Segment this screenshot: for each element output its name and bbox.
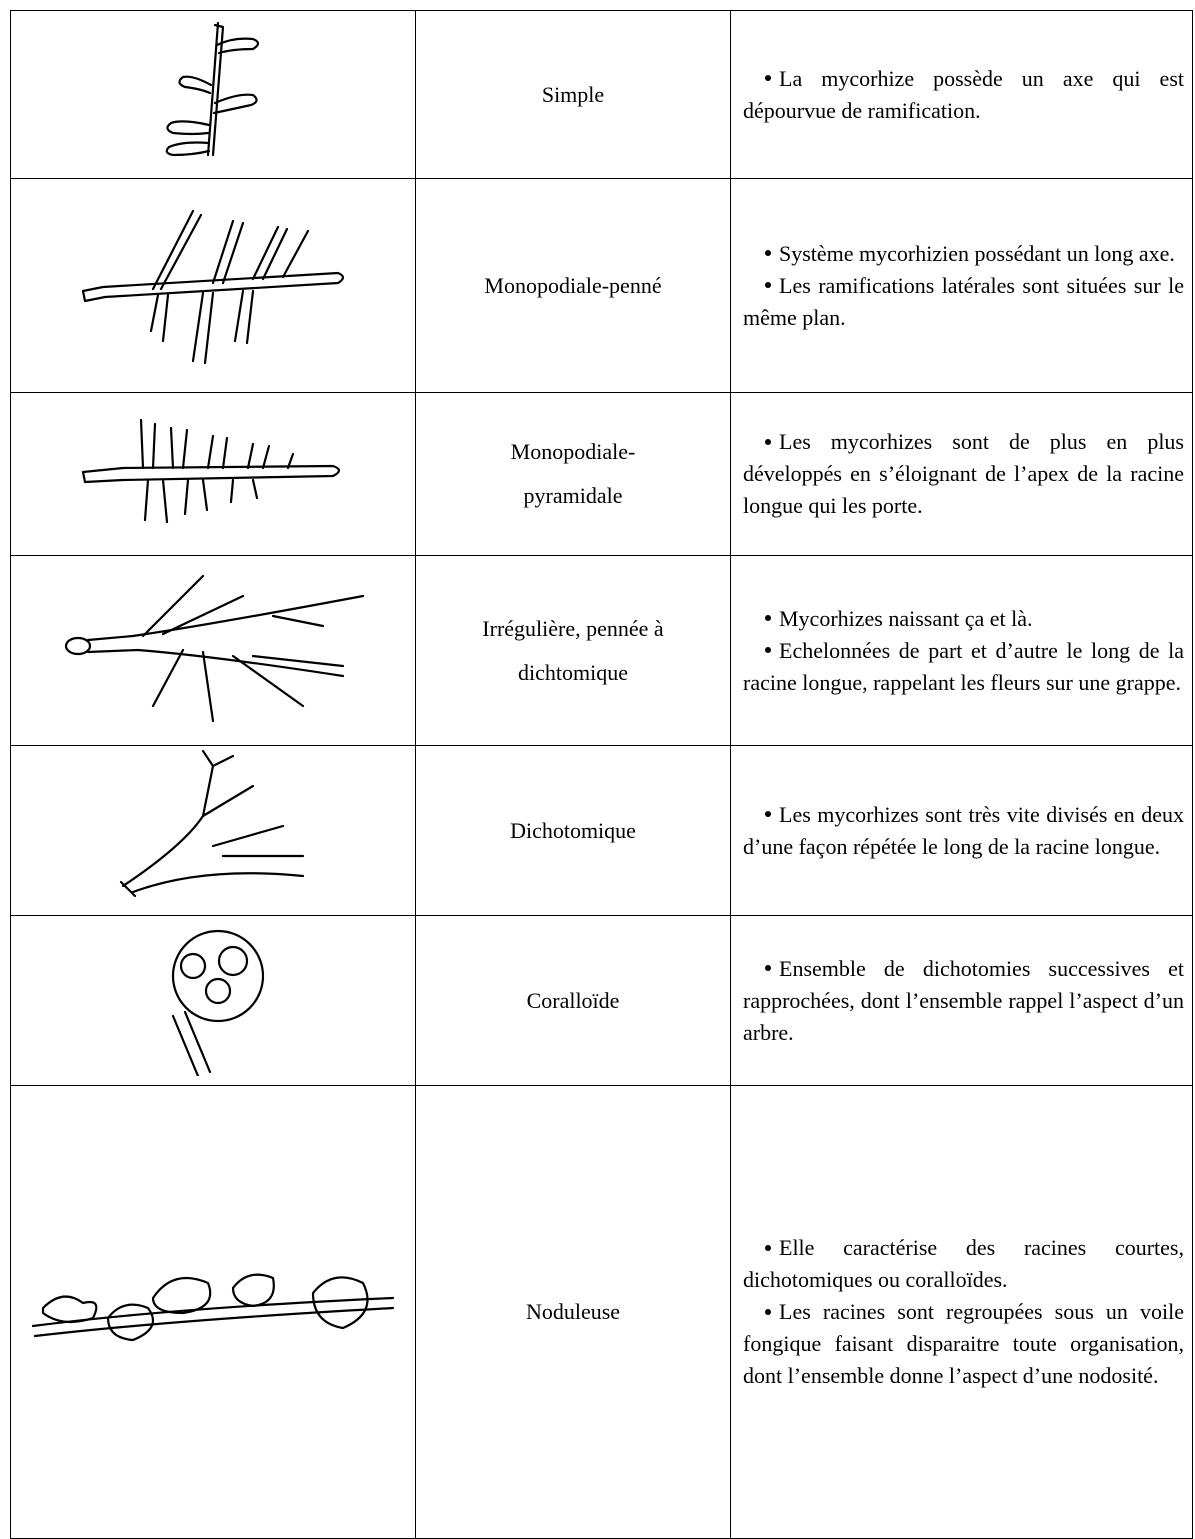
bullet-text: La mycorhize possède un axe qui est dépo… [743,65,1184,123]
illustration-cell [10,10,416,179]
description-cell: Ensemble de dichotomies successives et r… [730,915,1193,1086]
sketch-irregular [64,574,365,723]
bullet-item: La mycorhize possède un axe qui est dépo… [743,63,1184,127]
table-row: Dichotomique Les mycorhizes sont très vit… [10,745,1193,916]
bullet-item: Les racines sont regroupées sous un voil… [743,1296,1184,1392]
illustration-cell [10,1085,416,1539]
bullet-dot [765,75,771,82]
bullet-text: Les mycorhizes sont très vite divisés en… [743,801,1184,859]
description-cell: Les mycorhizes sont de plus en plus déve… [730,392,1193,556]
type-name: Simple [541,81,605,107]
sketch-dichotomous [119,749,305,898]
bullet-text: Système mycorhizien possédant un long ax… [779,240,1175,266]
bullet-text: Mycorhizes naissant ça et là. [779,605,1033,631]
type-name: Coralloïde [526,987,620,1013]
illustration-cell [10,555,416,746]
bullet-dot [765,438,771,445]
table-row: Simple La mycorhize possède un axe qui es… [10,10,1193,179]
table-row: Noduleuse Elle caractérise des racines co… [10,1085,1193,1539]
illustration-cell [10,915,416,1086]
sketch-monopodial-pyramidal [81,418,341,523]
sketch-monopodial-penne [81,209,345,365]
table-body: Simple La mycorhize possède un axe qui es… [10,10,1193,1539]
bullet-dot [765,282,771,289]
page: Simple La mycorhize possède un axe qui es… [10,10,1193,1539]
type-name: Monopodiale-penné [484,272,662,298]
table: Simple La mycorhize possède un axe qui es… [10,10,1193,1539]
illustration-cell [10,392,416,556]
bullet-item: Ensemble de dichotomies successives et r… [743,953,1184,1049]
bullet-text: Les racines sont regroupées sous un voil… [743,1299,1184,1388]
type-name-cell: Irrégulière, pennée à dichtomique [415,555,731,746]
description-cell: Système mycorhizien possédant un long ax… [730,178,1193,393]
type-name-cell: Noduleuse [415,1085,731,1539]
type-name: Irrégulière, pennée à [482,615,664,641]
type-name-cell: Simple [415,10,731,179]
sketch-nodular [31,1273,395,1341]
sketch-coralloid [171,929,265,1078]
bullet-text: Les mycorhizes sont de plus en plus déve… [743,429,1184,518]
type-name: dichtomique [518,659,628,685]
illustration-cell [10,178,416,393]
type-name: Monopodiale- [510,439,636,464]
bullet-text: Elle caractérise des racines courtes, di… [743,1235,1184,1292]
table-row: Monopodiale-pyramidale Les mycorhizes son… [10,392,1193,556]
type-name-cell: Dichotomique [415,745,731,916]
illustration-cell [10,745,416,916]
type-name-cell: Coralloïde [415,915,731,1086]
bullet-item: Les ramifications latérales sont situées… [743,270,1184,334]
bullet-dot [765,1244,771,1251]
type-name-cell: Monopodiale-pyramidale [415,392,731,556]
description-cell: Les mycorhizes sont très vite divisés en… [730,745,1193,916]
type-name: Dichotomique [510,817,636,843]
table-row: Monopodiale-penné Système mycorhizien pos… [10,178,1193,393]
bullet-text: Echelonnées de part et d’autre le long d… [743,637,1184,695]
type-name-cell: Monopodiale-penné [415,178,731,393]
bullet-item: Les mycorhizes sont de plus en plus déve… [743,426,1184,522]
type-name: pyramidale [523,483,623,508]
bullet-item: Mycorhizes naissant ça et là. [743,603,1184,635]
bullet-dot [765,250,771,257]
bullet-dot [765,647,771,654]
sketch-simple [165,21,260,157]
description-cell: Elle caractérise des racines courtes, di… [730,1085,1193,1539]
bullet-item: Système mycorhizien possédant un long ax… [743,238,1184,270]
bullet-dot [765,1308,771,1315]
bullet-item: Les mycorhizes sont très vite divisés en… [743,799,1184,863]
bullet-text: Les ramifications latérales sont situées… [743,272,1184,330]
bullet-dot [765,615,771,622]
type-name: Noduleuse [525,1299,621,1324]
description-cell: La mycorhize possède un axe qui est dépo… [730,10,1193,179]
bullet-item: Echelonnées de part et d’autre le long d… [743,635,1184,699]
table-row: Irrégulière, pennée à dichtomique Mycorhiz… [10,555,1193,746]
description-cell: Mycorhizes naissant ça et là. Echelonnées… [730,555,1193,746]
bullet-text: Ensemble de dichotomies successives et r… [743,955,1184,1045]
bullet-dot [765,965,771,972]
table-row: Coralloïde Ensemble de dichotomies succes… [10,915,1193,1086]
bullet-dot [765,811,771,818]
bullet-item: Elle caractérise des racines courtes, di… [743,1232,1184,1296]
